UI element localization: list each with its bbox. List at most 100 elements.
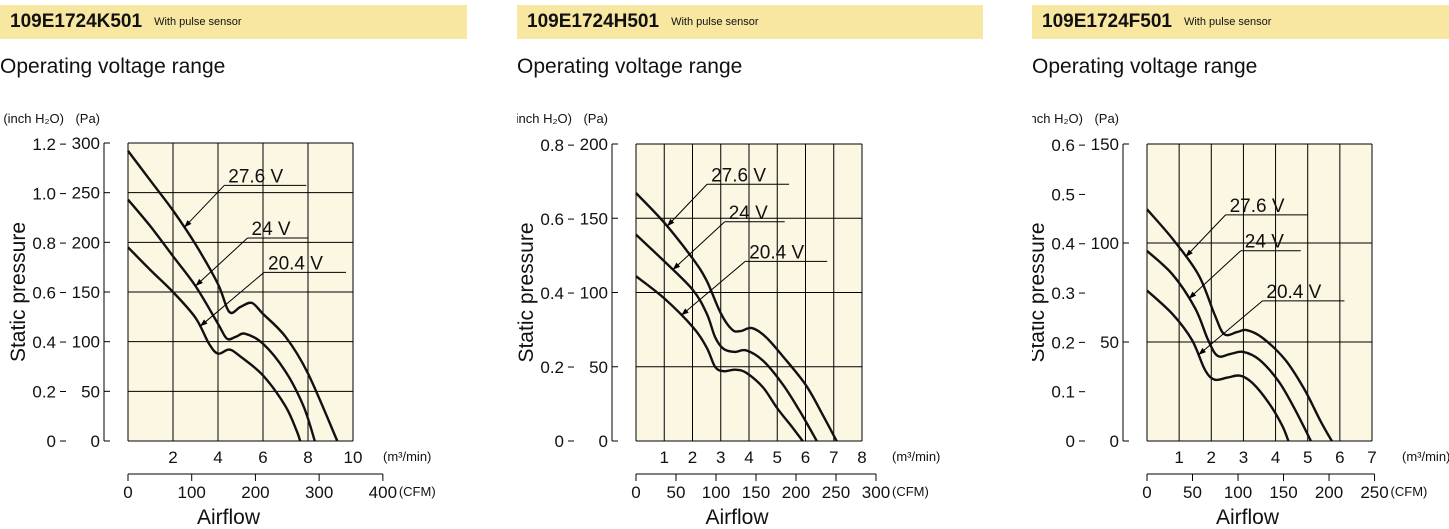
chart-panel-2: 109E1724H501 With pulse sensor Operating… <box>517 0 987 529</box>
x-tick-label: 4 <box>213 448 222 467</box>
leader-line <box>672 221 726 271</box>
x-tick-label: 1 <box>660 448 669 467</box>
series-label: 20.4 V <box>749 242 804 263</box>
y-tick-label: 150 <box>1091 135 1119 154</box>
y-tick-label: 0 <box>91 432 100 451</box>
y2-tick-label: 0.2 <box>32 383 56 402</box>
x2-tick-label: 250 <box>822 483 850 502</box>
y2-tick-label: 0.8 <box>32 234 56 253</box>
leader-line <box>1198 300 1263 356</box>
x2-tick-label: 200 <box>241 483 269 502</box>
leader-arrow <box>1198 347 1206 355</box>
curve-27-6-v <box>127 150 339 442</box>
chart-panel-1: 109E1724K501 With pulse sensor Operating… <box>0 0 470 529</box>
y-tick-label: 50 <box>1100 333 1119 352</box>
leader-arrow <box>1185 249 1193 257</box>
y2-tick-label: 0.6 <box>1051 136 1075 155</box>
y-unit-label: (Pa) <box>75 111 100 126</box>
y-axis-title: Static pressure <box>517 222 538 362</box>
y2-tick-label: 0 <box>47 432 56 451</box>
chart-panel-3: 109E1724F501 With pulse sensor Operating… <box>1032 0 1449 529</box>
x-axis-title: Airflow <box>705 506 769 529</box>
y2-unit-label: (inch H₂O) <box>1032 111 1083 126</box>
x-tick-label: 3 <box>1239 448 1248 467</box>
curve-20-4-v <box>1146 289 1290 442</box>
x2-tick-label: 200 <box>1315 483 1343 502</box>
series-label: 24 V <box>1245 232 1284 253</box>
x-tick-label: 6 <box>1335 448 1344 467</box>
model-number: 109E1724H501 <box>527 11 660 32</box>
y-unit-label: (Pa) <box>1094 111 1119 126</box>
x-tick-label: 2 <box>168 448 177 467</box>
y-tick-label: 300 <box>72 134 100 153</box>
y-tick-label: 50 <box>81 382 100 401</box>
x-tick-label: 5 <box>773 448 782 467</box>
y-tick-label: 0 <box>599 432 608 451</box>
x2-tick-label: 300 <box>862 483 890 502</box>
leader-line <box>680 260 746 316</box>
x2-tick-label: 0 <box>1142 483 1151 502</box>
x-tick-label: 2 <box>688 448 697 467</box>
x-tick-label: 6 <box>801 448 810 467</box>
leader-line <box>183 185 225 228</box>
y2-tick-label: 0.5 <box>1051 185 1075 204</box>
series-label: 24 V <box>729 203 768 224</box>
model-number: 109E1724K501 <box>10 11 143 32</box>
leader-arrow <box>672 262 681 270</box>
x2-unit-label: (CFM) <box>399 484 436 499</box>
y2-tick-label: 0.4 <box>1051 235 1075 254</box>
panel-header: 109E1724H501 With pulse sensor <box>517 5 983 39</box>
y-tick-label: 50 <box>589 358 608 377</box>
leader-arrow <box>184 220 192 228</box>
y2-tick-label: 0.3 <box>1051 284 1075 303</box>
x-tick-label: 4 <box>1271 448 1280 467</box>
y2-tick-label: 0 <box>1066 432 1075 451</box>
x2-tick-label: 400 <box>369 483 397 502</box>
curve-20-4-v <box>127 246 302 442</box>
x-tick-label: 10 <box>344 448 363 467</box>
y-tick-label: 0 <box>1110 432 1119 451</box>
curve-24-v <box>635 233 818 442</box>
x2-unit-label: (CFM) <box>892 484 929 499</box>
y2-tick-label: 0.6 <box>32 284 56 303</box>
y-tick-label: 100 <box>72 333 100 352</box>
x2-tick-label: 0 <box>123 483 132 502</box>
curve-27-6-v <box>1146 208 1333 442</box>
y-tick-label: 200 <box>580 135 608 154</box>
x-unit-label: (m³/min) <box>383 449 431 464</box>
leader-line <box>199 272 265 327</box>
pq-chart: 050100150200250300(Pa)00.20.40.60.81.01.… <box>3 111 436 529</box>
x-tick-label: 2 <box>1207 448 1216 467</box>
leader-line <box>195 237 248 287</box>
y2-tick-label: 0.2 <box>1051 333 1075 352</box>
y2-tick-label: 0.1 <box>1051 383 1075 402</box>
model-tag: With pulse sensor <box>154 16 242 28</box>
x2-tick-label: 250 <box>1360 483 1388 502</box>
model-number: 109E1724F501 <box>1042 11 1172 32</box>
series-label: 27.6 V <box>1230 196 1285 217</box>
y-tick-label: 200 <box>72 233 100 252</box>
y2-tick-label: 0.4 <box>32 333 56 352</box>
x-axis-title: Airflow <box>1216 506 1280 529</box>
y-tick-label: 150 <box>580 209 608 228</box>
x2-tick-label: 50 <box>1183 483 1202 502</box>
model-tag: With pulse sensor <box>671 16 759 28</box>
y-axis-title: Static pressure <box>7 222 30 362</box>
y2-tick-label: 0.4 <box>540 284 564 303</box>
curve-24-v <box>127 198 316 442</box>
leader-arrow <box>667 218 675 227</box>
y-tick-label: 150 <box>72 283 100 302</box>
x-tick-label: 1 <box>1174 448 1183 467</box>
leader-line <box>666 183 708 227</box>
x-tick-label: 6 <box>258 448 267 467</box>
curve-20-4-v <box>635 275 804 442</box>
panel-subtitle: Operating voltage range <box>1032 55 1258 78</box>
y2-tick-label: 0.6 <box>540 210 564 229</box>
y-axis-title: Static pressure <box>1032 222 1049 362</box>
x2-tick-label: 100 <box>178 483 206 502</box>
panel-subtitle: Operating voltage range <box>0 55 226 78</box>
x2-tick-label: 100 <box>1224 483 1252 502</box>
x-tick-label: 7 <box>829 448 838 467</box>
